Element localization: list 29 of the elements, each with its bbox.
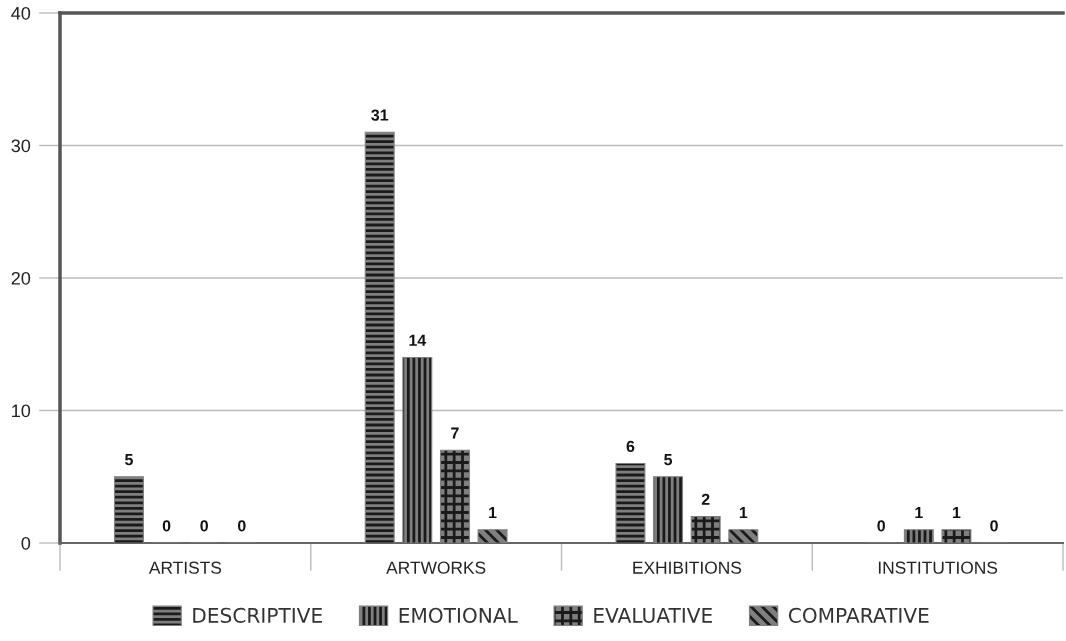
data-label: 0 <box>237 520 246 532</box>
data-label: 1 <box>953 507 961 519</box>
y-tick-label: 20 <box>11 271 31 285</box>
data-label: 0 <box>877 520 885 532</box>
data-label: 0 <box>200 520 208 532</box>
y-tick-label: 40 <box>11 6 31 20</box>
x-tick-label: INSTITUTIONS <box>878 561 998 574</box>
data-label: 0 <box>990 520 998 532</box>
y-tick-label: 30 <box>11 139 31 153</box>
data-label: 7 <box>451 427 459 439</box>
data-label: 5 <box>125 454 133 466</box>
legend-label: EMOTIONAL <box>399 607 518 623</box>
y-tick-label: 0 <box>21 536 31 550</box>
data-label: 5 <box>664 454 673 466</box>
data-label: 2 <box>701 493 710 505</box>
x-tick-label: ARTISTS <box>148 561 222 574</box>
legend-label: EVALUATIVE <box>594 608 712 623</box>
data-label: 0 <box>162 520 171 532</box>
x-tick-label: ARTWORKS <box>386 561 486 574</box>
data-label: 1 <box>915 507 923 519</box>
y-tick-label: 10 <box>12 404 31 418</box>
data-label: 1 <box>739 507 748 519</box>
x-tick-label: EXHIBITIONS <box>633 561 742 574</box>
legend-label: DESCRIPTIVE <box>193 607 322 623</box>
data-label: 31 <box>371 109 389 121</box>
data-label: 1 <box>489 507 497 519</box>
data-label: 6 <box>626 440 635 453</box>
legend-label: COMPARATIVE <box>788 607 929 623</box>
data-label: 14 <box>409 334 427 346</box>
